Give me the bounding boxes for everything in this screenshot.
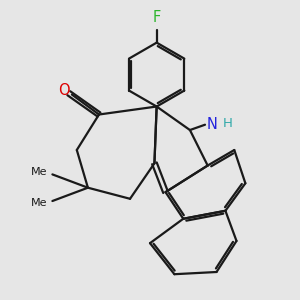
Text: Me: Me bbox=[31, 198, 47, 208]
Text: N: N bbox=[207, 117, 218, 132]
Text: Me: Me bbox=[31, 167, 47, 177]
Text: H: H bbox=[222, 117, 232, 130]
Text: O: O bbox=[58, 83, 70, 98]
Text: F: F bbox=[152, 10, 161, 25]
